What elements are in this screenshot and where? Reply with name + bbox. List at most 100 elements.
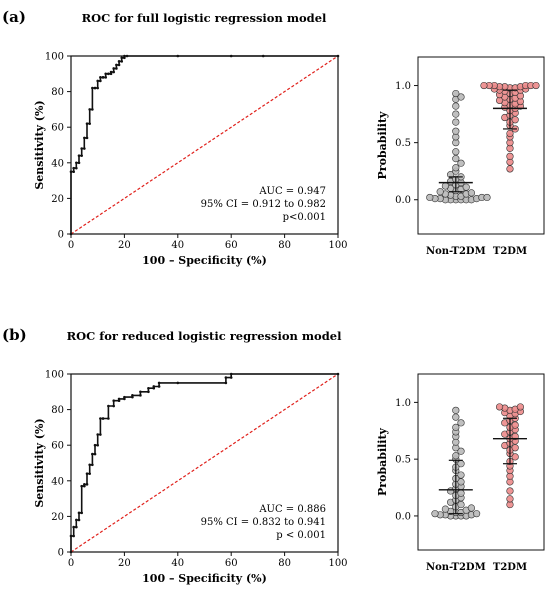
- point-non-t2dm: [452, 127, 460, 135]
- roc-point: [112, 399, 116, 403]
- roc-point: [93, 452, 97, 456]
- y-tick-label: 80: [51, 405, 64, 416]
- roc-point: [176, 54, 180, 58]
- roc-point: [91, 463, 94, 467]
- roc-point: [72, 534, 75, 538]
- y-tick-label: 100: [45, 52, 64, 63]
- y-axis-label: Sensitivity (%): [33, 418, 46, 507]
- roc-point: [72, 525, 75, 529]
- point-t2dm: [511, 116, 519, 124]
- roc-point: [147, 386, 150, 390]
- roc-point: [152, 386, 156, 390]
- roc-point: [107, 417, 110, 420]
- roc-point: [229, 54, 233, 58]
- y-tick-label: 0.5: [395, 138, 411, 149]
- point-non-t2dm: [452, 164, 460, 172]
- roc-title-a: ROC for full logistic regression model: [82, 11, 327, 25]
- x-tick-label: 60: [225, 558, 238, 569]
- reference-line: [70, 55, 339, 235]
- x-tick-label: 20: [118, 240, 131, 251]
- x-tick-label: 20: [118, 558, 131, 569]
- roc-point: [336, 372, 340, 376]
- roc-point: [77, 511, 81, 515]
- point-non-t2dm: [457, 471, 465, 479]
- point-non-t2dm: [452, 148, 460, 156]
- x-tick-label: 0: [68, 240, 74, 251]
- roc-point: [77, 161, 81, 165]
- point-non-t2dm: [467, 504, 476, 512]
- plot-frame: [417, 373, 545, 551]
- point-non-t2dm: [426, 193, 434, 202]
- roc-point: [99, 79, 102, 83]
- point-non-t2dm: [452, 89, 460, 98]
- plot-frame: [70, 373, 339, 553]
- dot-plot-b: 0.0 0.5 1.0 Probability Non-T2DM T2DM: [376, 373, 545, 573]
- stats-line: 95% CI = 0.912 to 0.982: [201, 199, 326, 210]
- point-non-t2dm: [441, 505, 450, 513]
- y-tick-label: 20: [51, 194, 64, 205]
- roc-point: [75, 525, 78, 529]
- roc-point: [83, 484, 86, 488]
- point-non-t2dm: [467, 189, 476, 197]
- roc-point: [80, 147, 83, 150]
- y-tick-label: 0: [58, 230, 64, 241]
- roc-point: [101, 76, 105, 79]
- roc-point: [123, 395, 126, 399]
- roc-point: [83, 483, 86, 486]
- point-non-t2dm: [452, 452, 460, 460]
- roc-point: [96, 433, 99, 436]
- roc-point: [85, 136, 89, 140]
- x-tick-label: 80: [278, 240, 291, 251]
- roc-point: [131, 394, 134, 397]
- roc-point: [131, 395, 134, 399]
- roc-point: [261, 54, 265, 58]
- roc-point: [224, 381, 228, 385]
- roc-point: [112, 404, 116, 408]
- y-tick-label: 0.0: [395, 195, 411, 206]
- roc-point: [96, 86, 99, 90]
- roc-point: [117, 399, 121, 403]
- roc-point: [85, 122, 89, 125]
- point-t2dm: [506, 487, 514, 495]
- x-tick-label: 80: [278, 558, 291, 569]
- roc-point: [123, 56, 126, 60]
- roc-point: [229, 372, 233, 376]
- roc-point: [88, 108, 91, 111]
- roc-point: [85, 483, 89, 486]
- y-tick-label: 0.5: [395, 455, 411, 466]
- roc-point: [83, 147, 86, 150]
- point-non-t2dm: [457, 460, 465, 468]
- roc-plot-a: 0 20 40 60 80 100 0 20 40 60 80 100 100 – Specificit…: [33, 52, 348, 268]
- roc-point: [120, 56, 124, 60]
- roc-point: [336, 54, 340, 58]
- roc-point: [104, 72, 108, 76]
- roc-point: [83, 136, 86, 140]
- reference-line: [70, 373, 339, 553]
- point-non-t2dm: [447, 171, 455, 179]
- point-non-t2dm: [452, 102, 460, 110]
- roc-point: [96, 79, 99, 83]
- roc-point: [91, 86, 94, 90]
- roc-point: [77, 154, 81, 157]
- point-t2dm: [511, 421, 519, 429]
- roc-title-b: ROC for reduced logistic regression mode…: [67, 329, 343, 343]
- x-tick-label: 0: [68, 558, 74, 569]
- stats-line: 95% CI = 0.832 to 0.941: [201, 517, 326, 528]
- roc-point: [152, 385, 156, 388]
- y-tick-label: 0: [58, 548, 64, 559]
- x-tick-label: 40: [171, 240, 184, 251]
- point-t2dm: [511, 444, 519, 452]
- point-t2dm: [506, 495, 514, 503]
- x-tick-label: 100: [328, 240, 347, 251]
- stats-line: AUC = 0.947: [258, 186, 326, 197]
- roc-point: [75, 166, 78, 170]
- point-non-t2dm: [431, 510, 439, 518]
- roc-point: [91, 108, 94, 111]
- roc-point: [139, 394, 142, 397]
- point-non-t2dm: [462, 183, 470, 191]
- roc-point: [69, 534, 73, 538]
- roc-point: [75, 518, 78, 522]
- roc-point: [96, 443, 99, 447]
- point-non-t2dm: [457, 419, 465, 427]
- y-tick-label: 80: [51, 87, 64, 98]
